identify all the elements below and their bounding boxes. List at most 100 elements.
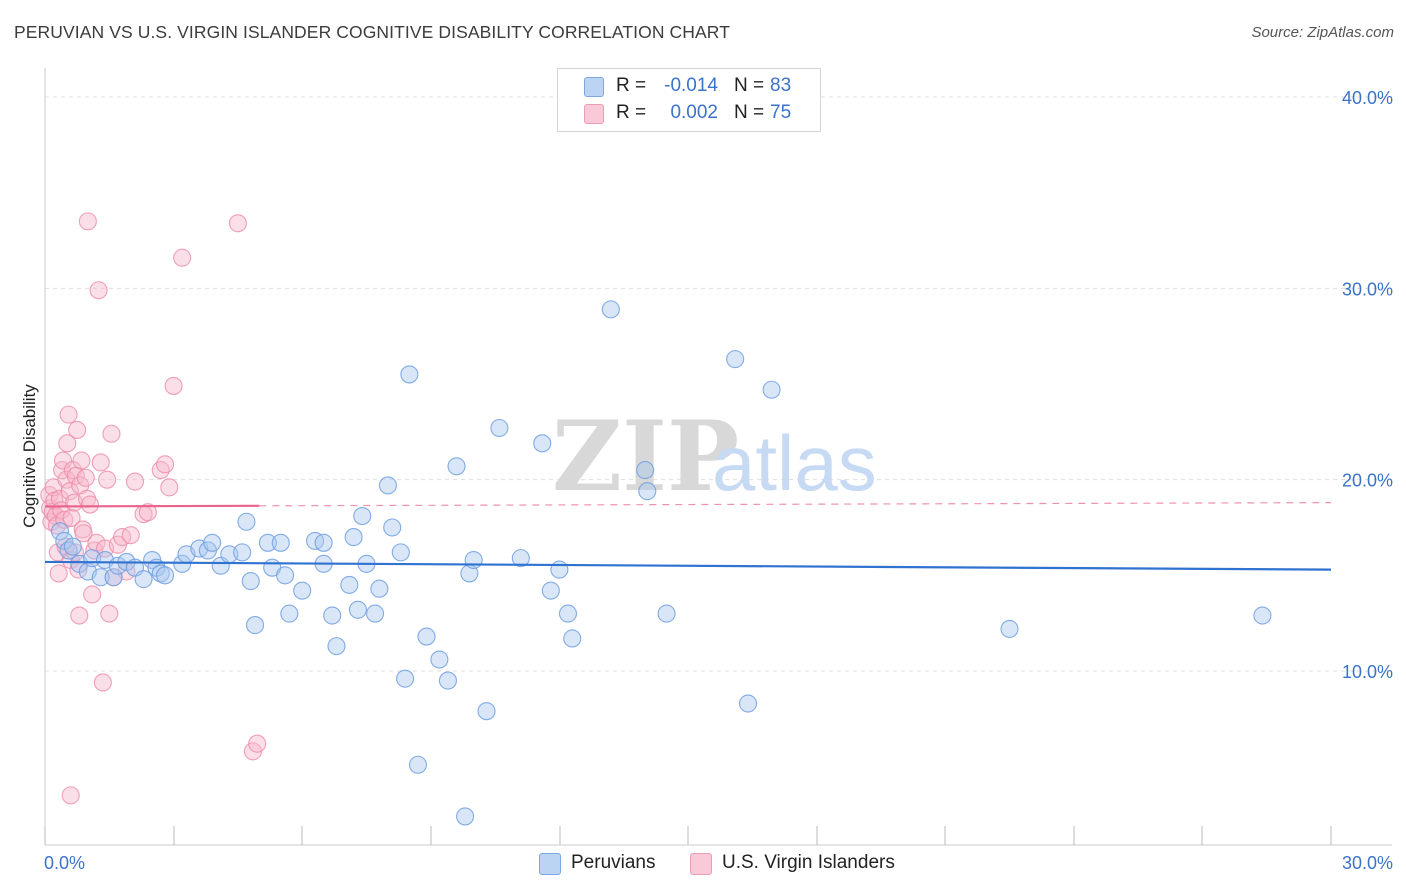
data-point-peruvians (391, 543, 410, 562)
data-point-peruvians (1000, 619, 1019, 638)
legend-swatch-peruvians (539, 853, 561, 875)
data-point-peruvians (477, 702, 496, 721)
data-point-peruvians (464, 550, 483, 570)
data-point-peruvians (366, 604, 385, 623)
watermark: ZIP atlas (552, 400, 877, 513)
trend-line-virgin-islanders-extension (259, 502, 1332, 507)
y-tick-label: 20.0% (1342, 471, 1393, 491)
data-point-virgin-islanders (155, 455, 175, 474)
data-point-peruvians (258, 533, 277, 552)
legend-n-value: 75 (770, 102, 792, 123)
data-point-virgin-islanders (91, 453, 110, 472)
axes (44, 68, 1392, 846)
data-point-peruvians (636, 461, 655, 480)
data-point-virgin-islanders (57, 470, 76, 489)
data-point-peruvians (541, 581, 560, 600)
data-point-virgin-islanders (62, 508, 81, 527)
data-point-peruvians (91, 568, 110, 587)
data-point-peruvians (533, 434, 552, 453)
data-point-peruvians (276, 566, 295, 585)
legend-r-label: R = (616, 102, 647, 123)
legend-label-virgin-islanders: U.S. Virgin Islanders (722, 852, 895, 873)
data-point-peruvians (738, 694, 758, 713)
chart-title: PERUVIAN VS U.S. VIRGIN ISLANDER COGNITI… (14, 22, 730, 42)
data-point-virgin-islanders (102, 424, 121, 443)
data-point-peruvians (408, 755, 427, 774)
data-point-peruvians (447, 457, 466, 476)
data-point-peruvians (323, 606, 342, 625)
y-tick-label: 10.0% (1342, 662, 1393, 682)
data-point-virgin-islanders (89, 281, 108, 300)
data-point-virgin-islanders (49, 564, 68, 583)
data-point-virgin-islanders (173, 248, 192, 267)
data-point-virgin-islanders (121, 526, 140, 545)
legend-r-value: -0.014 (664, 75, 718, 96)
data-point-peruvians (348, 600, 367, 619)
data-point-virgin-islanders (55, 510, 74, 529)
data-point-peruvians (134, 570, 153, 589)
stats-legend: R = -0.014 N = 83 R = 0.002 N = 75 (557, 68, 821, 132)
data-point-peruvians (1253, 606, 1272, 625)
data-point-peruvians (104, 568, 123, 587)
gridlines (45, 96, 1392, 672)
data-point-peruvians (378, 476, 397, 495)
legend-r-label: R = (616, 75, 647, 96)
data-point-peruvians (383, 518, 402, 537)
data-point-virgin-islanders (80, 495, 100, 514)
data-point-peruvians (233, 543, 252, 562)
data-point-virgin-islanders (160, 478, 179, 497)
legend-label-peruvians: Peruvians (571, 852, 656, 873)
data-point-peruvians (271, 533, 290, 552)
data-point-peruvians (456, 807, 475, 826)
legend-swatch-virgin-islanders (690, 853, 712, 875)
data-point-virgin-islanders (76, 468, 95, 487)
data-point-peruvians (203, 533, 222, 552)
data-point-peruvians (726, 350, 745, 369)
legend-n-value: 83 (770, 75, 792, 96)
data-point-peruvians (353, 506, 372, 526)
data-point-virgin-islanders (248, 734, 267, 753)
data-point-peruvians (241, 572, 260, 591)
tick-labels: 10.0% 20.0% 30.0% 40.0% 0.0% 30.0% (44, 88, 1393, 873)
series-virgin-islanders-points (40, 212, 267, 805)
data-point-peruvians (762, 380, 781, 399)
data-point-virgin-islanders (83, 585, 102, 604)
data-point-peruvians (340, 575, 359, 594)
data-point-peruvians (370, 579, 389, 598)
data-point-peruvians (155, 566, 175, 585)
data-point-virgin-islanders (93, 673, 112, 692)
x-tick-label: 30.0% (1342, 853, 1393, 873)
data-point-virgin-islanders (58, 434, 77, 453)
data-point-peruvians (657, 604, 676, 623)
legend-n-label: N = (734, 75, 765, 96)
data-point-peruvians (558, 604, 578, 623)
data-point-peruvians (245, 616, 265, 635)
data-point-peruvians (396, 669, 415, 688)
data-point-peruvians (563, 629, 582, 648)
legend-n-label: N = (734, 102, 765, 123)
data-point-peruvians (490, 418, 509, 438)
data-point-virgin-islanders (68, 420, 87, 439)
trend-line-peruvians (44, 560, 1332, 571)
data-point-peruvians (430, 650, 449, 669)
trend-lines (44, 502, 1332, 571)
source-label: Source: ZipAtlas.com (1251, 24, 1394, 41)
data-point-peruvians (280, 604, 299, 623)
data-point-virgin-islanders (164, 376, 183, 395)
data-point-virgin-islanders (228, 214, 247, 233)
legend-swatch-blue (584, 77, 604, 97)
data-point-peruvians (550, 560, 569, 579)
data-point-peruvians (400, 365, 419, 384)
data-point-peruvians (601, 300, 620, 319)
x-tick-label: 0.0% (44, 853, 85, 873)
data-point-virgin-islanders (125, 472, 145, 491)
legend-swatch-pink (584, 104, 604, 124)
data-point-peruvians (344, 528, 363, 547)
data-point-virgin-islanders (138, 503, 157, 522)
data-point-peruvians (237, 512, 256, 531)
watermark-atlas: atlas (712, 419, 877, 507)
data-point-peruvians (417, 627, 436, 646)
data-point-virgin-islanders (74, 524, 93, 543)
data-point-virgin-islanders (78, 212, 97, 231)
